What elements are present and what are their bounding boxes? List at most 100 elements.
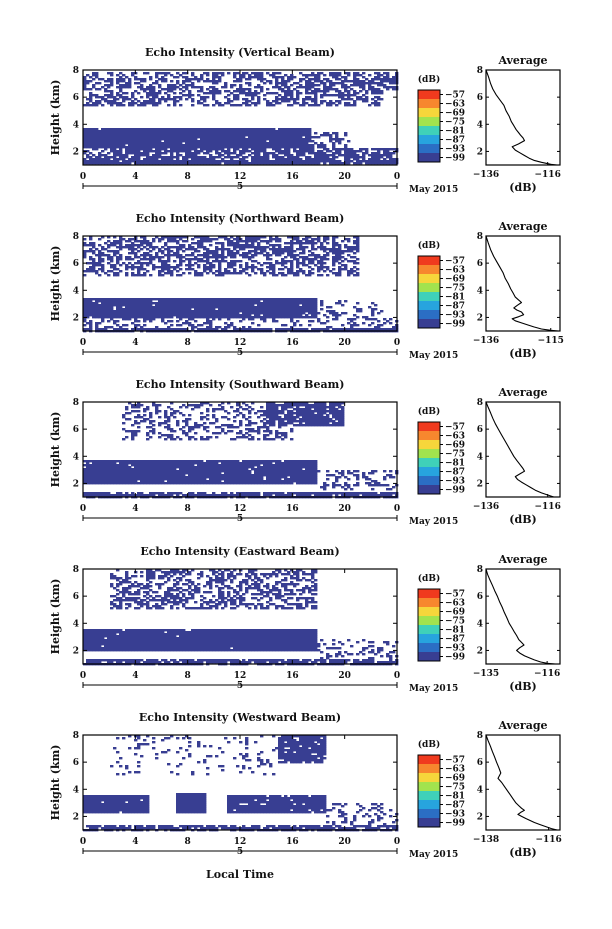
echo-cell [173, 140, 177, 143]
echo-cell [164, 78, 168, 81]
echo-cell [308, 136, 312, 139]
echo-cell [389, 86, 393, 89]
echo-cell [95, 104, 99, 107]
echo-cell [323, 94, 327, 97]
echo-cell [386, 78, 390, 81]
echo-cell [185, 94, 189, 97]
echo-cell [353, 236, 357, 239]
echo-cell [191, 148, 195, 151]
echo-cell [299, 132, 303, 135]
echo-cell [92, 316, 96, 319]
echo-cell [170, 272, 174, 275]
echo-cell [137, 476, 141, 479]
echo-cell [242, 130, 246, 133]
echo-cell [125, 134, 129, 137]
echo-cell [218, 254, 222, 257]
echo-cell [179, 300, 183, 303]
echo-cell [137, 100, 141, 103]
echo-cell [152, 90, 156, 93]
echo-cell [269, 134, 273, 137]
echo-cell [206, 78, 210, 81]
echo-cell [116, 474, 120, 477]
echo-cell [254, 86, 258, 89]
echo-cell [281, 138, 285, 141]
echo-cell [122, 480, 126, 483]
echo-cell [89, 128, 93, 131]
echo-cell [161, 246, 165, 249]
echo-cell [95, 146, 99, 149]
echo-cell [284, 324, 288, 327]
echo-cell [245, 300, 249, 303]
echo-cell [119, 96, 123, 99]
echo-cell [353, 150, 357, 153]
echo-cell [215, 326, 219, 329]
echo-cell [89, 298, 93, 301]
echo-cell [206, 316, 210, 319]
echo-cell [257, 246, 261, 249]
echo-cell [131, 242, 135, 245]
echo-cell [269, 262, 273, 265]
echo-cell [125, 150, 129, 153]
echo-cell [128, 104, 132, 107]
echo-cell [158, 138, 162, 141]
echo-cell [305, 238, 309, 241]
echo-cell [314, 132, 318, 135]
echo-cell [326, 158, 330, 161]
echo-cell [251, 306, 255, 309]
echo-cell [320, 328, 324, 331]
echo-cell [362, 80, 366, 83]
echo-cell [383, 148, 387, 151]
echo-cell [206, 134, 210, 137]
echo-cell [293, 82, 297, 85]
echo-cell [365, 96, 369, 99]
echo-cell [230, 324, 234, 327]
echo-cell [275, 134, 279, 137]
echo-cell [338, 78, 342, 81]
echo-cell [200, 254, 204, 257]
echo-cell [290, 260, 294, 263]
echo-cell [110, 130, 114, 133]
echo-cell [131, 134, 135, 137]
echo-cell [137, 316, 141, 319]
echo-cell [164, 92, 168, 95]
echo-cell [218, 154, 222, 157]
echo-cell [89, 300, 93, 303]
echo-cell [332, 76, 336, 79]
echo-cell [134, 158, 138, 161]
echo-cell [206, 158, 210, 161]
echo-cell [323, 90, 327, 93]
echo-cell [239, 144, 243, 147]
echo-cell [98, 460, 102, 463]
echo-cell [170, 240, 174, 243]
echo-cell [185, 152, 189, 155]
echo-cell [179, 254, 183, 257]
echo-cell [137, 148, 141, 151]
echo-cell [122, 318, 126, 321]
echo-cell [161, 80, 165, 83]
echo-cell [86, 144, 90, 147]
echo-cell [98, 244, 102, 247]
echo-cell [158, 328, 162, 331]
echo-cell [179, 146, 183, 149]
echo-cell [374, 328, 378, 331]
echo-cell [278, 152, 282, 155]
echo-cell [221, 160, 225, 163]
echo-cell [92, 464, 96, 467]
echo-cell [260, 318, 264, 321]
echo-cell [209, 150, 213, 153]
echo-cell [170, 314, 174, 317]
echo-cell [281, 304, 285, 307]
echo-cell [164, 74, 168, 77]
echo-cell [176, 156, 180, 159]
echo-cell [269, 160, 273, 163]
echo-cell [110, 470, 114, 473]
echo-cell [200, 158, 204, 161]
echo-cell [83, 238, 87, 241]
echo-cell [113, 102, 117, 105]
echo-cell [155, 94, 159, 97]
echo-cell [266, 304, 270, 307]
echo-cell [239, 84, 243, 87]
echo-cell [227, 152, 231, 155]
echo-cell [296, 272, 300, 275]
echo-cell [122, 462, 126, 465]
